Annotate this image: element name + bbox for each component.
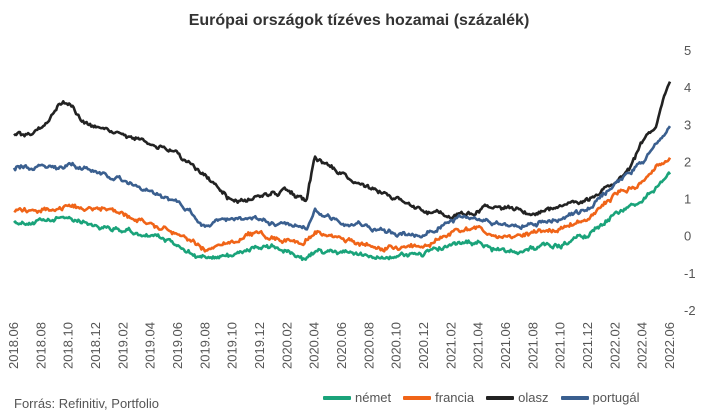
x-tick-label: 2020.06 <box>334 322 349 369</box>
x-tick-label: 2019.02 <box>115 322 130 369</box>
legend-item-francia: francia <box>403 390 474 405</box>
y-tick-label: 2 <box>684 154 691 169</box>
legend-swatch <box>403 395 432 400</box>
series-line-olasz <box>13 81 672 220</box>
x-tick-label: 2020.10 <box>389 322 404 369</box>
y-tick-label: 1 <box>684 192 691 207</box>
x-tick-label: 2022.04 <box>635 322 650 369</box>
x-tick-label: 2018.10 <box>61 322 76 369</box>
legend-swatch <box>486 395 515 400</box>
chart-title: Európai országok tízéves hozamai (százal… <box>188 12 530 29</box>
legend-label: német <box>355 390 392 405</box>
y-tick-label: 4 <box>684 80 691 95</box>
series-line-portugál <box>12 125 672 239</box>
x-tick-label: 2019.08 <box>197 322 212 369</box>
x-tick-label: 2018.08 <box>33 322 48 369</box>
y-tick-label: 3 <box>684 117 691 132</box>
legend: német francia olasz portugál <box>323 390 640 405</box>
x-tick-label: 2018.06 <box>6 322 21 369</box>
x-tick-label: 2021.02 <box>443 322 458 369</box>
y-tick-label: 5 <box>684 43 691 58</box>
x-tick-label: 2021.08 <box>525 322 540 369</box>
series-line-német <box>13 171 672 262</box>
legend-item-olasz: olasz <box>486 390 549 405</box>
legend-label: portugál <box>592 390 640 405</box>
x-tick-label: 2020.12 <box>416 322 431 369</box>
x-tick-label: 2021.04 <box>471 322 486 369</box>
source-note: Forrás: Refinitiv, Portfolio <box>14 396 159 411</box>
series-line-francia <box>13 157 672 253</box>
x-tick-label: 2020.02 <box>279 322 294 369</box>
x-tick-label: 2021.06 <box>498 322 513 369</box>
legend-label: francia <box>435 390 475 405</box>
legend-swatch <box>560 395 589 400</box>
x-axis: 2018.06 2018.08 2018.10 2018.12 2019.02 2019.… <box>6 322 677 369</box>
legend-swatch <box>323 395 351 400</box>
legend-label: olasz <box>518 390 549 405</box>
x-tick-label: 2019.12 <box>252 322 267 369</box>
y-axis: -2 -1 0 1 2 3 4 5 <box>684 43 696 318</box>
y-tick-label: -1 <box>684 266 696 281</box>
x-tick-label: 2022.06 <box>662 322 677 369</box>
legend-item-portugál: portugál <box>560 390 640 405</box>
x-tick-label: 2022.02 <box>607 322 622 369</box>
x-tick-label: 2019.04 <box>143 322 158 369</box>
x-tick-label: 2019.10 <box>225 322 240 369</box>
y-tick-label: 0 <box>684 229 691 244</box>
x-tick-label: 2018.12 <box>88 322 103 369</box>
y-tick-label: -2 <box>684 303 696 318</box>
x-tick-label: 2021.12 <box>580 322 595 369</box>
x-tick-label: 2021.10 <box>553 322 568 369</box>
x-tick-label: 2019.06 <box>170 322 185 369</box>
legend-item-német: német <box>323 390 391 405</box>
x-tick-label: 2020.08 <box>361 322 376 369</box>
series-layer <box>12 81 672 262</box>
x-tick-label: 2020.04 <box>307 322 322 369</box>
